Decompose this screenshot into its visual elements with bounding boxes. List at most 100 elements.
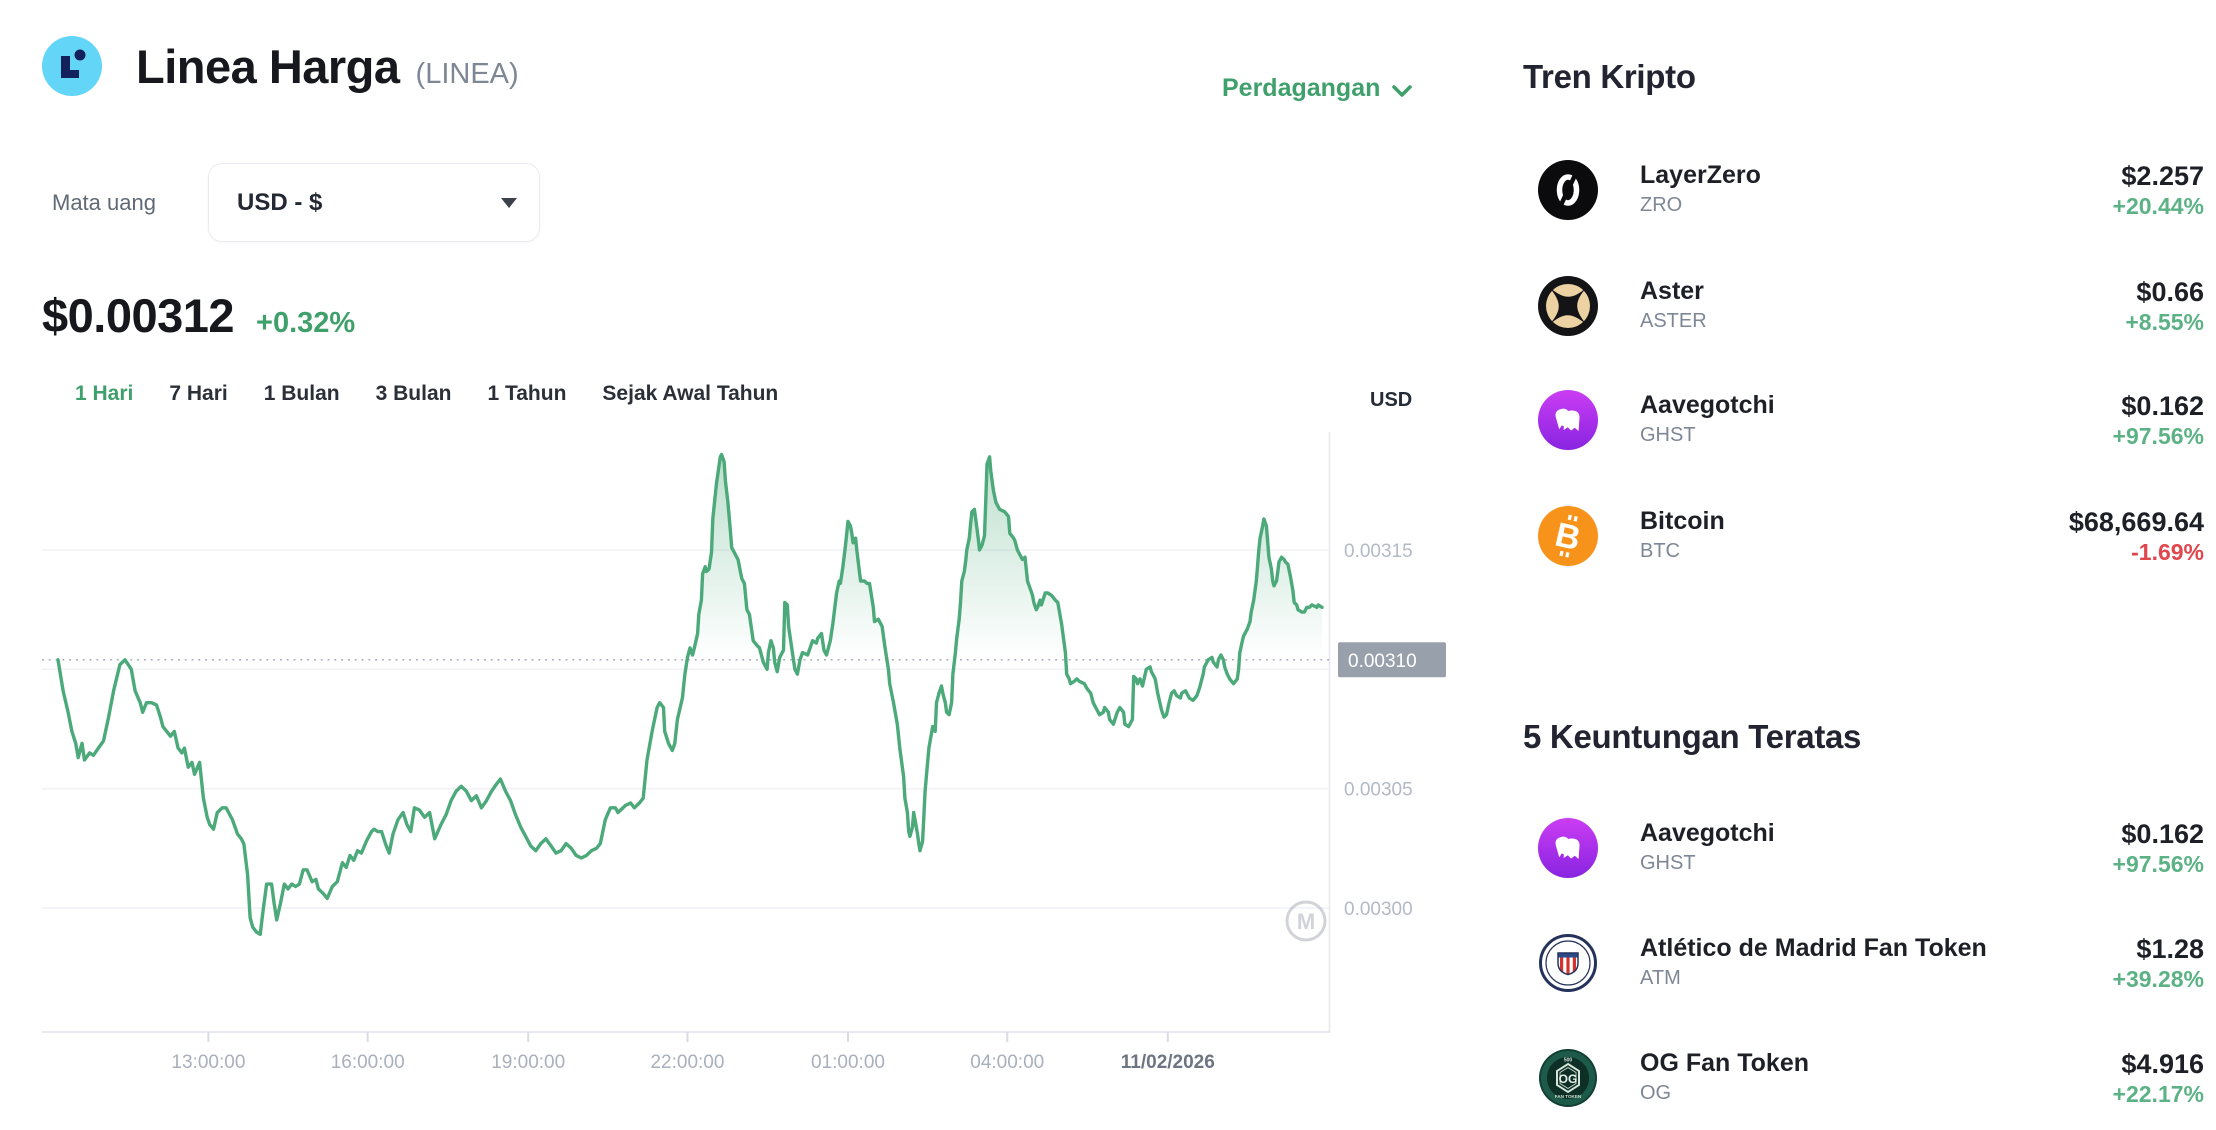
aavegotchi-icon [1538,818,1598,878]
svg-text:0.00310: 0.00310 [1348,651,1417,672]
coin-symbol: ZRO [1640,194,1683,216]
coin-symbol: ASTER [1640,310,1707,332]
price-axis-marker: 0.00310 [1338,642,1446,678]
coin-price: $0.66 [2136,277,2204,307]
gainers-title: 5 Keuntungan Teratas [1523,718,1862,755]
coin-row-zro[interactable]: LayerZero ZRO $2.257 +20.44% [1523,160,2204,222]
chevron-down-icon [1392,84,1413,97]
trending-title: Tren Kripto [1523,58,1696,95]
coin-change-percent: +20.44% [2112,193,2204,219]
page-header: Linea Harga (LINEA) [136,36,519,98]
coin-names: Bitcoin BTC [1640,507,1725,564]
price-row: $0.00312 +0.32% [42,288,355,343]
coin-values: $0.66 +8.55% [2125,278,2204,335]
price-line [56,452,1324,936]
price-change-percent: +0.32% [256,307,356,339]
atletico-madrid-icon [1538,933,1598,993]
coin-values: $1.28 +39.28% [2113,935,2204,992]
svg-text:500: 500 [1564,1058,1573,1064]
current-price: $0.00312 [42,289,235,342]
tab-1-hari[interactable]: 1 Hari [75,382,134,405]
x-tick-label: 19:00:00 [491,1052,565,1073]
coin-change-percent: +22.17% [2112,1081,2204,1107]
x-tick-label: 22:00:00 [650,1052,724,1073]
x-tick-label: 11/02/2026 [1121,1052,1215,1073]
coin-names: Aavegotchi GHST [1640,819,1775,876]
aavegotchi-icon [1538,390,1598,450]
price-area-fill [58,454,1322,935]
coin-symbol: GHST [1640,852,1696,874]
coin-names: Aster ASTER [1640,277,1707,334]
trade-dropdown[interactable]: Perdagangan [1222,74,1413,103]
y-tick-label: 0.00315 [1344,541,1413,562]
coin-values: $4.916 +22.17% [2113,1050,2204,1107]
aster-icon [1538,276,1598,336]
coin-name: Aavegotchi [1640,819,1775,847]
coin-change-percent: +8.55% [2125,309,2204,335]
x-tick-label: 16:00:00 [331,1052,405,1073]
coin-change-percent: +97.56% [2112,851,2204,877]
tab-1-tahun[interactable]: 1 Tahun [487,382,567,405]
coin-symbol: ATM [1640,967,1681,989]
coin-symbol: GHST [1640,424,1696,446]
svg-text:FAN TOKEN: FAN TOKEN [1555,1094,1582,1099]
timeframe-tabs: 1 Hari 7 Hari 1 Bulan 3 Bulan 1 Tahun Sejak A… [75,382,778,406]
page-title: Linea Harga [136,40,400,93]
coin-change-percent: +39.28% [2112,966,2204,992]
coin-price: $0.162 [2121,819,2204,849]
coin-row-btc[interactable]: B Bitcoin BTC $68,669.64 -1.69% [1523,506,2204,568]
coin-names: OG Fan Token OG [1640,1049,1809,1106]
coin-row-og[interactable]: OG 500 FAN TOKEN OG Fan Token OG $4.916 +22.17… [1523,1048,2204,1110]
x-tick-label: 01:00:00 [811,1052,885,1073]
linea-icon [42,36,102,96]
layerzero-icon [1538,160,1598,220]
bitcoin-icon: B [1538,506,1598,566]
coin-name: Aavegotchi [1640,391,1775,419]
currency-select-value: USD - $ [237,188,323,216]
coin-price: $1.28 [2136,934,2204,964]
sidebar-panel: Tren Kripto LayerZero ZRO $2.257 +20.44% Ast… [1523,0,2204,1130]
x-tick-label: 13:00:00 [171,1052,245,1073]
coin-price: $0.162 [2121,391,2204,421]
coin-row-aster[interactable]: Aster ASTER $0.66 +8.55% [1523,276,2204,338]
coin-price: $4.916 [2121,1049,2204,1079]
coin-row-atm[interactable]: Atlético de Madrid Fan Token ATM $1.28 +39.… [1523,933,2204,995]
coin-values: $0.162 +97.56% [2113,820,2204,877]
currency-select[interactable]: USD - $ [208,163,540,242]
tab-3-bulan[interactable]: 3 Bulan [375,382,452,405]
price-chart[interactable]: USD 0.00315 0.00305 0.00300 0.00310 M 13:00:00… [0,380,1460,1080]
coin-symbol: OG [1640,1082,1672,1104]
coin-row-ghst[interactable]: Aavegotchi GHST $0.162 +97.56% [1523,818,2204,880]
tab-1-bulan[interactable]: 1 Bulan [263,382,340,405]
coinmarketcap-watermark-icon: M [1285,900,1327,942]
coin-name: OG Fan Token [1640,1049,1809,1077]
coin-change-percent: +97.56% [2112,423,2204,449]
currency-label: Mata uang [52,190,156,215]
coin-values: $0.162 +97.56% [2113,392,2204,449]
trade-dropdown-label: Perdagangan [1222,74,1381,102]
coin-names: LayerZero ZRO [1640,161,1761,218]
tab-7-hari[interactable]: 7 Hari [169,382,228,405]
coin-name: LayerZero [1640,161,1761,189]
coin-name: Aster [1640,277,1704,305]
tab-sejak-awal-tahun[interactable]: Sejak Awal Tahun [602,382,779,405]
coin-names: Atlético de Madrid Fan Token ATM [1640,934,1987,991]
coin-price: $68,669.64 [2068,507,2204,537]
og-fan-token-icon: OG 500 FAN TOKEN [1538,1048,1598,1108]
coin-values: $2.257 +20.44% [2113,162,2204,219]
caret-down-icon [501,197,517,208]
coin-names: Aavegotchi GHST [1640,391,1775,448]
y-tick-label: 0.00300 [1344,899,1413,920]
coin-ticker: (LINEA) [415,58,519,90]
coin-name: Bitcoin [1640,507,1725,535]
x-tick-label: 04:00:00 [970,1052,1044,1073]
coin-change-percent: -1.69% [2131,539,2204,565]
svg-text:OG: OG [1559,1072,1578,1086]
coin-name: Atlético de Madrid Fan Token [1640,934,1987,962]
coin-values: $68,669.64 -1.69% [2069,508,2204,565]
svg-text:M: M [1297,909,1315,934]
coin-symbol: BTC [1640,540,1680,562]
coin-row-ghst[interactable]: Aavegotchi GHST $0.162 +97.56% [1523,390,2204,452]
coin-price: $2.257 [2121,161,2204,191]
y-axis-unit: USD [1370,389,1412,411]
